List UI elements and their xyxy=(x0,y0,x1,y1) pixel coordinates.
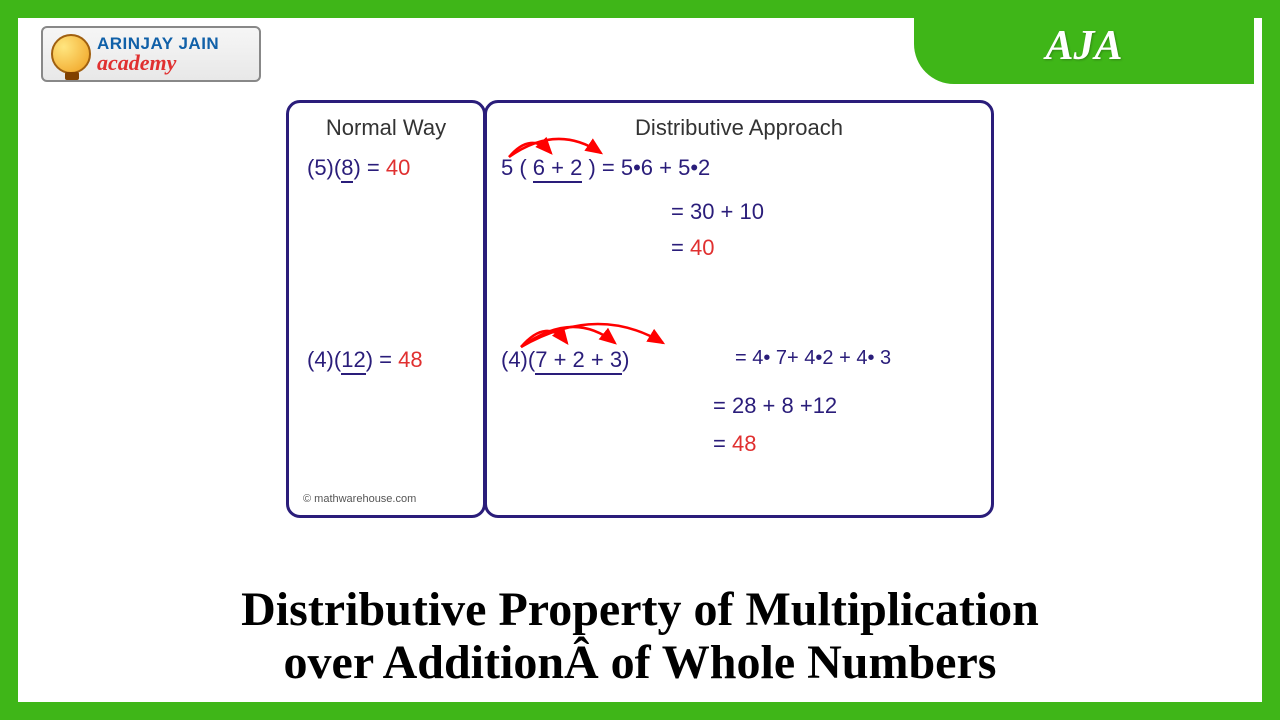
ex2-line2: = 28 + 8 +12 xyxy=(713,393,837,419)
ex1-result: 40 xyxy=(690,235,714,260)
title-line2: over AdditionÂ of Whole Numbers xyxy=(28,637,1252,690)
brand-corner: AJA xyxy=(914,8,1254,84)
ex1-pre: 5 ( xyxy=(501,155,533,180)
slide-frame: ARINJAY JAIN academy AJA Normal Way (5)(… xyxy=(0,0,1280,720)
nr2-result: 48 xyxy=(398,347,422,372)
title-line1: Distributive Property of Multiplication xyxy=(28,584,1252,637)
nr1-a: (5)( xyxy=(307,155,341,180)
ex1-line1: 5 ( 6 + 2 ) = 5•6 + 5•2 xyxy=(501,155,710,181)
normal-row1: (5)(8) = 40 xyxy=(307,155,410,181)
brand-logo: ARINJAY JAIN academy xyxy=(41,26,261,82)
panel-distributive: Distributive Approach 5 ( 6 + 2 ) = 5•6 … xyxy=(484,100,994,518)
nr2-a: (4)( xyxy=(307,347,341,372)
ex1-eq: = xyxy=(671,235,690,260)
panel-normal-way: Normal Way (5)(8) = 40 (4)(12) = 48 © ma… xyxy=(286,100,486,518)
ex2-line3: = 48 xyxy=(713,431,756,457)
ex2-result: 48 xyxy=(732,431,756,456)
panel-left-title: Normal Way xyxy=(303,115,469,141)
header: ARINJAY JAIN academy AJA xyxy=(26,26,1254,96)
normal-row2: (4)(12) = 48 xyxy=(307,347,423,373)
nr2-c: ) = xyxy=(366,347,398,372)
slide-title: Distributive Property of Multiplication … xyxy=(18,578,1262,696)
brand-line1: ARINJAY JAIN xyxy=(97,35,219,52)
ex2-rhs1: = 4• 7+ 4•2 + 4• 3 xyxy=(735,347,891,370)
globe-icon xyxy=(51,34,91,74)
brand-corner-text: AJA xyxy=(1045,22,1122,70)
content-area: Normal Way (5)(8) = 40 (4)(12) = 48 © ma… xyxy=(286,100,994,518)
ex1-line3: = 40 xyxy=(671,235,714,261)
ex1-line2: = 30 + 10 xyxy=(671,199,764,225)
brand-text: ARINJAY JAIN academy xyxy=(97,35,219,74)
ex1-post: ) = 5•6 + 5•2 xyxy=(582,155,710,180)
ex2-inner: 7 + 2 + 3 xyxy=(535,347,622,375)
ex2-post: ) xyxy=(622,347,629,372)
nr2-b: 12 xyxy=(341,347,365,375)
credit-text: © mathwarehouse.com xyxy=(303,493,416,505)
nr1-c: ) = xyxy=(353,155,385,180)
ex2-eq: = xyxy=(713,431,732,456)
brand-line2: academy xyxy=(97,52,219,74)
ex2-pre: (4)( xyxy=(501,347,535,372)
nr1-result: 40 xyxy=(386,155,410,180)
ex2-lhs: (4)(7 + 2 + 3) xyxy=(501,347,629,373)
ex1-inner: 6 + 2 xyxy=(533,155,583,183)
nr1-b: 8 xyxy=(341,155,353,183)
